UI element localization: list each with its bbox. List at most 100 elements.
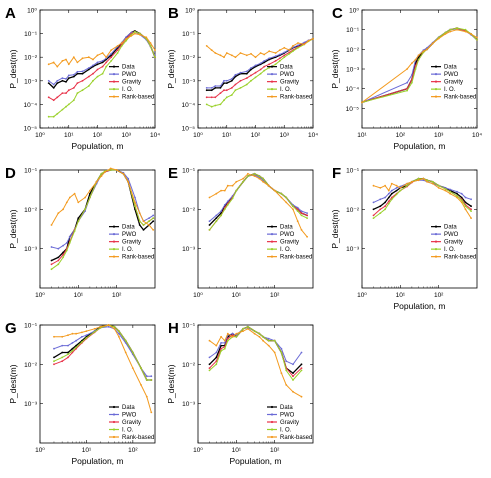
data-point (292, 372, 294, 374)
x-tick-label: 10⁰ (357, 292, 367, 299)
data-point (138, 220, 141, 223)
data-point (230, 94, 233, 96)
legend-marker (112, 80, 116, 83)
data-point (87, 68, 90, 71)
data-point (61, 60, 64, 62)
legend-marker (270, 225, 274, 228)
data-point (104, 170, 106, 173)
data-point (61, 356, 64, 359)
data-point (150, 379, 153, 381)
legend-marker (112, 240, 116, 243)
legend-marker (434, 233, 438, 236)
data-point (96, 63, 99, 66)
x-axis-label: Population, m (230, 456, 282, 466)
data-point (231, 197, 234, 200)
data-point (77, 201, 80, 204)
data-point (76, 61, 79, 64)
legend-label: Rank-based (280, 255, 312, 261)
data-point (285, 369, 288, 372)
data-point (239, 52, 242, 54)
x-tick-label: 10⁰ (193, 132, 203, 139)
data-point (125, 36, 128, 38)
data-point (89, 189, 91, 192)
series-line-rank-based (209, 328, 302, 398)
legend-label: Data (280, 225, 293, 231)
x-tick-label: 10² (434, 292, 444, 299)
data-point (125, 37, 128, 40)
data-point (460, 199, 463, 202)
data-point (406, 81, 408, 84)
data-point (247, 175, 249, 178)
data-point (390, 189, 393, 192)
y-tick-label: 10⁻³ (24, 246, 38, 253)
data-point (53, 356, 55, 359)
data-point (62, 244, 64, 247)
x-axis-label: Population, m (72, 456, 124, 466)
data-point (105, 61, 108, 64)
data-point (131, 351, 134, 354)
data-point (234, 73, 237, 76)
legend-marker (434, 73, 438, 76)
series-line-i-o (48, 31, 156, 118)
data-point (118, 332, 120, 335)
data-point (81, 79, 84, 82)
panel-letter: B (168, 5, 179, 22)
data-point (67, 356, 69, 359)
legend-marker (112, 255, 116, 258)
data-point (219, 85, 222, 87)
data-point (89, 196, 91, 199)
y-tick-label: 10⁻¹ (182, 31, 196, 38)
data-point (110, 49, 113, 51)
data-point (62, 253, 64, 256)
data-point (215, 217, 218, 220)
data-point (250, 68, 252, 71)
data-point (118, 330, 120, 332)
data-point (387, 202, 390, 205)
data-point (220, 189, 223, 192)
data-point (47, 82, 50, 84)
legend-label: PWO (444, 232, 459, 238)
y-tick-label: 10⁰ (185, 8, 195, 15)
data-point (116, 49, 119, 51)
data-point (296, 220, 299, 223)
data-point (130, 35, 133, 37)
data-point (101, 52, 104, 54)
data-point (223, 339, 226, 342)
data-point (223, 347, 226, 350)
data-point (379, 208, 382, 211)
data-point (142, 229, 145, 231)
data-point (105, 65, 108, 68)
data-point (61, 360, 64, 363)
series-line-pwo (209, 174, 308, 222)
data-point (85, 330, 88, 332)
y-tick-label: 10⁻² (24, 207, 38, 214)
data-point (100, 175, 103, 178)
data-point (426, 180, 428, 183)
x-axis-label: Population, m (72, 141, 124, 151)
data-point (67, 74, 70, 77)
data-point (214, 104, 217, 107)
data-point (205, 103, 208, 106)
data-point (215, 214, 218, 217)
data-point (300, 210, 303, 213)
data-point (449, 190, 452, 193)
data-point (470, 198, 472, 201)
data-point (208, 356, 211, 359)
data-point (464, 205, 467, 208)
x-tick-label: 10⁴ (150, 132, 160, 139)
y-tick-label: 10⁻² (24, 362, 38, 369)
series-line-data (361, 27, 478, 104)
data-point (399, 189, 402, 192)
data-point (372, 208, 375, 211)
data-point (395, 187, 398, 189)
data-point (81, 70, 84, 73)
y-tick-label: 10⁻¹ (346, 27, 360, 34)
data-point (210, 89, 213, 92)
y-tick-label: 10⁻³ (346, 246, 360, 253)
data-point (444, 189, 447, 192)
data-point (76, 92, 79, 94)
data-point (234, 75, 237, 78)
data-point (297, 42, 299, 44)
data-point (234, 83, 237, 86)
